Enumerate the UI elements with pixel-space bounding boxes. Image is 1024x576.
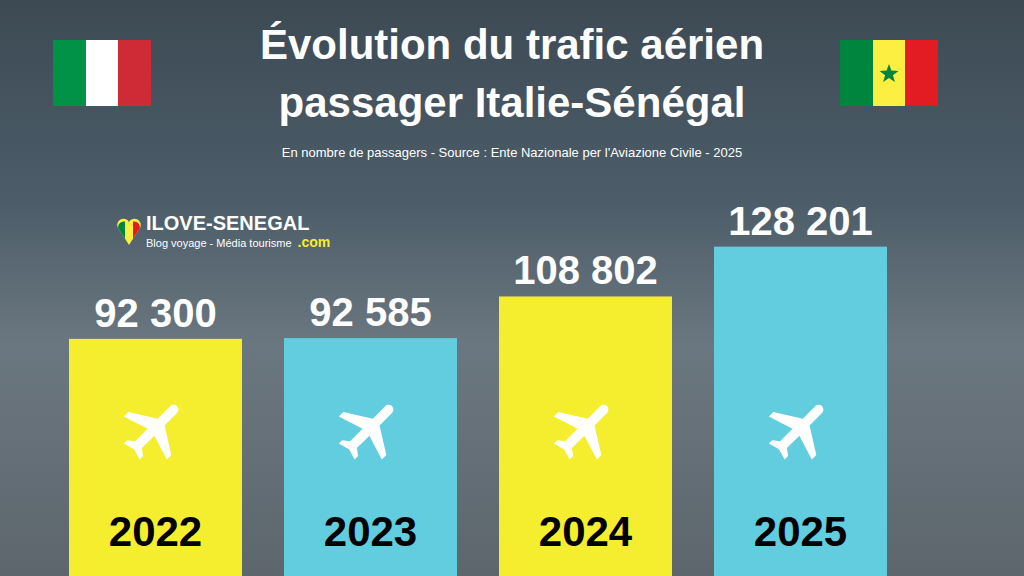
html-text:En nombre de passagers - Sourc: En nombre de passagers - Source : Ente N… (281, 145, 743, 160)
html-text:Évolution du trafic aérien pas: Évolution du trafic aérien passager Ital… (260, 21, 764, 126)
svg-text:2024: 2024 (539, 508, 633, 555)
svg-text:92 585: 92 585 (309, 290, 431, 334)
svg-text:2025: 2025 (754, 508, 847, 555)
svg-text:2023: 2023 (324, 508, 417, 555)
svg-text:108 802: 108 802 (513, 248, 658, 292)
html-text:Blog voyage - Média tourisme .: Blog voyage - Média tourisme .com (146, 234, 331, 250)
svg-text:2022: 2022 (109, 508, 202, 555)
svg-text:92 300: 92 300 (94, 291, 216, 335)
html-text:ILOVE-SENEGAL: ILOVE-SENEGAL (146, 212, 310, 234)
svg-text:128 201: 128 201 (728, 199, 873, 243)
